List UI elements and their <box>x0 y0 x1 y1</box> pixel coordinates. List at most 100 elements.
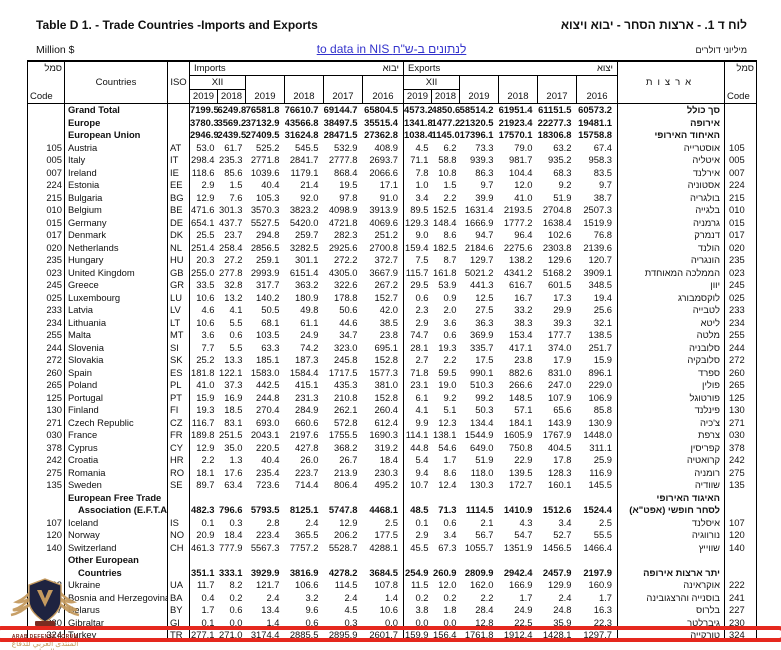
row-code-left: 017 <box>27 229 65 242</box>
row-import-value: 271.0 <box>219 629 243 640</box>
row-country-name-he: בוסנייה והרצגובינה <box>617 591 726 604</box>
row-import-value: 17.6 <box>224 466 243 478</box>
row-iso-code <box>167 504 190 517</box>
row-import-value: 19.5 <box>339 179 358 190</box>
row-export-value: 9.2 <box>443 391 457 403</box>
unit-label-he: מיליוני דולרים <box>695 45 747 55</box>
row-export-value: 0.1 <box>415 516 429 528</box>
row-import-value: 3569.2 <box>217 116 246 128</box>
row-export-value: 51.9 <box>475 454 494 465</box>
row-import-value: 322.6 <box>334 279 358 290</box>
row-country-name-he: סך כולל <box>617 103 726 117</box>
row-import-value: 572.8 <box>334 416 358 428</box>
row-export-value: 6.1 <box>415 391 429 403</box>
row-iso-code: UA <box>167 579 190 592</box>
row-export-value: 17570.1 <box>498 129 533 140</box>
header-imports-year: 2016 <box>362 74 404 104</box>
row-country-name: Other European <box>64 554 168 567</box>
row-code-right: 020 <box>729 241 745 253</box>
row-import-value: 259.1 <box>256 254 280 265</box>
row-import-value: 3570.3 <box>250 204 280 215</box>
row-export-value: 1.0 <box>415 179 429 190</box>
row-code-left: 030 <box>27 429 65 442</box>
row-country-name: Italy <box>64 154 168 167</box>
row-import-value: 4305.0 <box>328 266 358 278</box>
row-country-name-he: לסחר חופשי (אפט"א) <box>617 504 726 517</box>
row-country-name: Slovenia <box>64 341 168 354</box>
row-import-value: 4468.1 <box>362 504 404 517</box>
row-export-value: 18306.8 <box>537 129 572 140</box>
row-export-value <box>404 554 432 567</box>
row-export-value: 106.9 <box>576 391 619 404</box>
row-export-value: 33.2 <box>514 304 533 315</box>
row-import-value: 0.0 <box>229 616 243 628</box>
row-import-value: 10.6 <box>196 316 215 328</box>
row-code-left: 271 <box>27 416 65 429</box>
table-row: 015 Germany DE 654.1 437.7 5527.5 5420.0 4721.8… <box>27 216 757 229</box>
row-code-right: 023 <box>729 266 745 278</box>
row-iso-code: HR <box>167 454 190 467</box>
row-import-value: 1584.4 <box>289 366 319 378</box>
row-import-value: 0.6 <box>229 329 243 340</box>
row-iso-code: DE <box>167 216 190 229</box>
row-export-value: 601.5 <box>548 279 572 290</box>
row-country-name-he: איטליה <box>617 154 726 167</box>
row-import-value: 114.5 <box>334 579 358 590</box>
header-exports-xii: XII <box>403 74 460 90</box>
row-import-value: 44.6 <box>339 316 358 328</box>
row-export-value: 2.1 <box>480 516 494 528</box>
row-country-name-he: רומניה <box>617 466 726 479</box>
row-export-value: 649.0 <box>470 441 494 453</box>
row-export-value: 61951.4 <box>498 104 533 115</box>
row-country-name: Sweden <box>64 479 168 492</box>
row-import-value: 4721.8 <box>328 216 358 228</box>
row-export-value: 71.3 <box>438 504 457 515</box>
row-import-value: 2693.7 <box>362 154 404 167</box>
row-import-value: 6249.8 <box>217 104 246 115</box>
row-import-value: 1577.3 <box>362 366 404 379</box>
row-export-value: 114.1 <box>405 429 429 440</box>
row-country-name-he: צרפת <box>617 429 726 442</box>
row-export-value: 2.2 <box>443 191 457 203</box>
to-data-in-nis-link[interactable]: to data in NIS לנתונים ב-ש"ח <box>316 42 467 56</box>
row-export-value: 130.3 <box>470 479 494 490</box>
row-import-value: 277.8 <box>219 266 243 278</box>
row-export-value: 21923.4 <box>498 116 533 128</box>
row-import-value <box>362 554 404 567</box>
row-export-value: 17396.1 <box>459 129 494 140</box>
table-row: 235 Hungary HU 20.3 27.2 259.1 301.1 272.2 372.7… <box>27 254 757 267</box>
title-row: Table D 1. - Trade Countries -Imports an… <box>36 18 747 32</box>
row-iso-code: AT <box>167 141 190 154</box>
row-import-value: 189.8 <box>191 429 215 440</box>
row-country-name-he: הולנד <box>617 241 726 254</box>
table-header: סמל Code Countries ISO Imports יבוא Expo… <box>27 60 758 104</box>
row-import-value: 245.8 <box>334 354 358 365</box>
row-import-value: 16.9 <box>224 391 243 403</box>
row-import-value: 2.2 <box>201 454 215 465</box>
row-import-value: 7757.2 <box>289 541 319 553</box>
row-export-value: 1466.4 <box>576 541 619 554</box>
header-imports-group: Imports יבוא <box>189 60 404 76</box>
row-iso-code: BG <box>167 191 190 204</box>
row-import-value: 35.0 <box>224 441 243 453</box>
row-export-value: 404.5 <box>548 441 572 453</box>
row-country-name-he: קפריסין <box>617 441 726 454</box>
row-export-value: 266.6 <box>509 379 533 390</box>
table-row: 010 Belgium BE 471.6 301.3 3570.3 3823.2 4098.9… <box>27 204 757 217</box>
row-export-value: 22.5 <box>514 616 533 628</box>
row-export-value: 12.0 <box>514 179 533 190</box>
row-country-name-he: האיחוד האירופי <box>617 129 726 142</box>
row-export-value: 12.5 <box>475 291 494 303</box>
row-import-value: 185.1 <box>256 354 280 365</box>
row-import-value: 270.4 <box>256 404 280 415</box>
row-country-name: Hungary <box>64 254 168 267</box>
row-export-value: 882.6 <box>509 366 533 378</box>
row-country-name-he: הממלכה המאוחדת <box>617 266 726 279</box>
row-import-value: 20.3 <box>196 254 215 265</box>
row-import-value: 116.7 <box>191 416 215 428</box>
table-row: 130 Finland FI 19.3 18.5 270.4 284.9 262.1 260.4… <box>27 404 757 417</box>
row-code-right: 235 <box>729 254 745 265</box>
row-export-value: 1912.4 <box>503 629 533 640</box>
row-export-value: 8.6 <box>443 466 457 478</box>
